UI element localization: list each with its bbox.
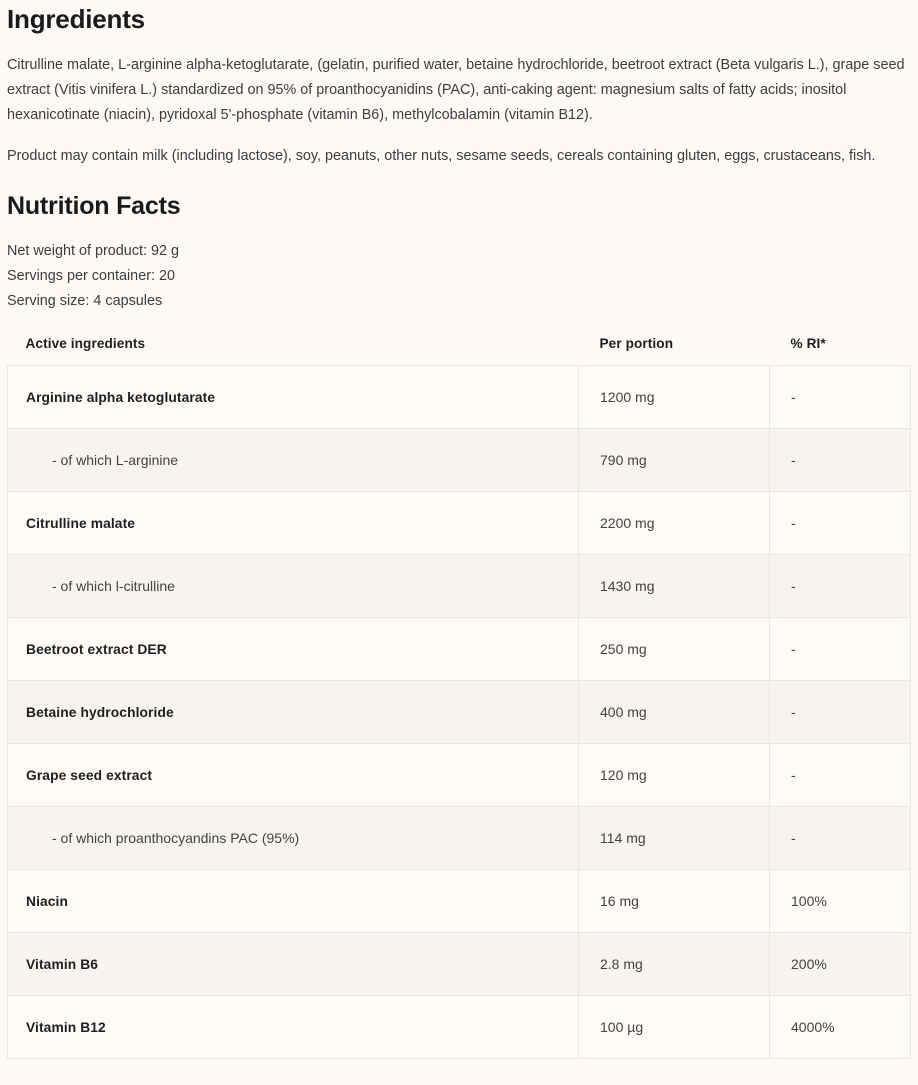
table-row: - of which l-citrulline 1430 mg - bbox=[7, 554, 911, 619]
product-info-page: Ingredients Citrulline malate, L-arginin… bbox=[7, 4, 911, 1060]
table-row: Grape seed extract 120 mg - bbox=[7, 743, 911, 808]
spacer bbox=[7, 314, 910, 326]
cell-per-portion: 250 mg bbox=[578, 617, 770, 682]
spacer bbox=[7, 35, 910, 53]
table-row: Niacin 16 mg 100% bbox=[7, 869, 911, 934]
ingredients-paragraph: Citrulline malate, L-arginine alpha-keto… bbox=[7, 57, 905, 124]
cell-ri-percent: - bbox=[769, 680, 911, 745]
cell-ri-percent: - bbox=[769, 365, 911, 430]
nutrition-facts-table: Active ingredients Per portion % RI* Arg… bbox=[7, 326, 911, 1060]
cell-per-portion: 100 µg bbox=[578, 995, 770, 1060]
spacer bbox=[7, 221, 910, 239]
servings-per-container-line: Servings per container: 20 bbox=[7, 268, 175, 285]
column-header-active-ingredients: Active ingredients bbox=[25, 336, 146, 352]
cell-ri-percent: 200% bbox=[769, 932, 911, 997]
table-row: - of which L-arginine 790 mg - bbox=[7, 428, 911, 493]
cell-per-portion: 16 mg bbox=[578, 869, 770, 934]
table-row: Betaine hydrochloride 400 mg - bbox=[7, 680, 911, 745]
allergen-paragraph: Product may contain milk (including lact… bbox=[7, 148, 876, 165]
table-body: Arginine alpha ketoglutarate 1200 mg - - of… bbox=[7, 365, 911, 1060]
cell-ingredient-name: Arginine alpha ketoglutarate bbox=[7, 365, 579, 430]
cell-ingredient-name: - of which l-citrulline bbox=[7, 554, 579, 619]
cell-per-portion: 2.8 mg bbox=[578, 932, 770, 997]
cell-ingredient-name: - of which L-arginine bbox=[7, 428, 579, 493]
cell-ri-percent: - bbox=[769, 491, 911, 556]
cell-per-portion: 1430 mg bbox=[578, 554, 770, 619]
column-header-ri: % RI* bbox=[790, 336, 826, 352]
net-weight-line: Net weight of product: 92 g bbox=[7, 243, 179, 260]
cell-per-portion: 400 mg bbox=[578, 680, 770, 745]
cell-ri-percent: 100% bbox=[769, 869, 911, 934]
serving-info-list: Net weight of product: 92 g Servings per… bbox=[7, 239, 910, 314]
table-header-row: Active ingredients Per portion % RI* bbox=[8, 326, 911, 366]
cell-ingredient-name: Vitamin B12 bbox=[7, 995, 579, 1060]
cell-per-portion: 114 mg bbox=[578, 806, 770, 871]
cell-per-portion: 120 mg bbox=[578, 743, 770, 808]
column-header-per-portion: Per portion bbox=[599, 336, 674, 352]
table-header: Active ingredients Per portion % RI* bbox=[8, 326, 911, 366]
cell-ingredient-name: Niacin bbox=[7, 869, 579, 934]
spacer bbox=[7, 128, 910, 144]
nutrition-facts-heading: Nutrition Facts bbox=[7, 192, 181, 221]
cell-per-portion: 790 mg bbox=[578, 428, 770, 493]
cell-per-portion: 2200 mg bbox=[578, 491, 770, 556]
spacer bbox=[7, 169, 910, 191]
cell-ri-percent: - bbox=[769, 743, 911, 808]
cell-ri-percent: 4000% bbox=[769, 995, 911, 1060]
cell-ingredient-name: - of which proanthocyandins PAC (95%) bbox=[7, 806, 579, 871]
cell-ri-percent: - bbox=[769, 617, 911, 682]
ingredients-heading: Ingredients bbox=[7, 4, 145, 34]
serving-size-line: Serving size: 4 capsules bbox=[7, 293, 163, 310]
cell-ingredient-name: Betaine hydrochloride bbox=[7, 680, 579, 745]
table-row: Arginine alpha ketoglutarate 1200 mg - bbox=[7, 365, 911, 430]
cell-ri-percent: - bbox=[769, 554, 911, 619]
table-row: Citrulline malate 2200 mg - bbox=[7, 491, 911, 556]
table-row: Beetroot extract DER 250 mg - bbox=[7, 617, 911, 682]
cell-per-portion: 1200 mg bbox=[578, 365, 770, 430]
table-row: Vitamin B12 100 µg 4000% bbox=[7, 995, 911, 1060]
table-row: - of which proanthocyandins PAC (95%) 114… bbox=[7, 806, 911, 871]
cell-ri-percent: - bbox=[769, 806, 911, 871]
cell-ri-percent: - bbox=[769, 428, 911, 493]
cell-ingredient-name: Beetroot extract DER bbox=[7, 617, 579, 682]
cell-ingredient-name: Vitamin B6 bbox=[7, 932, 579, 997]
cell-ingredient-name: Citrulline malate bbox=[7, 491, 579, 556]
table-row: Vitamin B6 2.8 mg 200% bbox=[7, 932, 911, 997]
cell-ingredient-name: Grape seed extract bbox=[7, 743, 579, 808]
